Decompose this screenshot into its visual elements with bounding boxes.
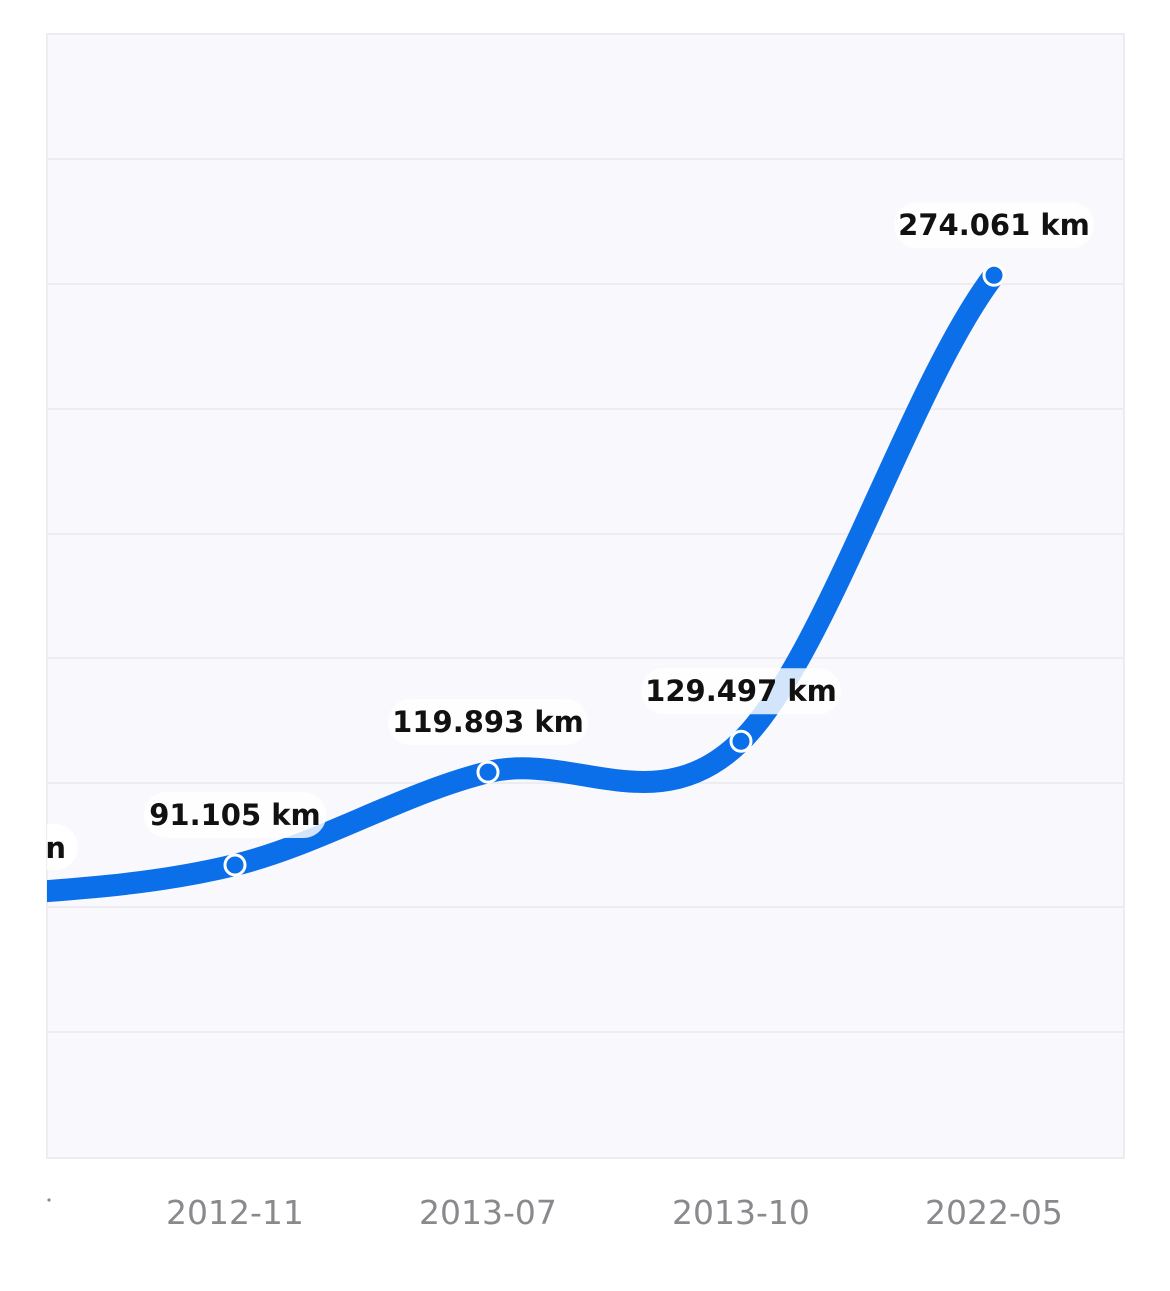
- data-label-background: [641, 668, 841, 715]
- x-tick-label: 2013-07: [419, 1193, 557, 1232]
- data-labels: 91.105 km 119.893 km 129.497 km 274.061 km n: [45, 202, 1094, 870]
- data-label: 274.061 km: [894, 202, 1094, 249]
- data-label-background: [47, 824, 78, 870]
- data-label-background: [388, 699, 588, 746]
- data-label-background: [143, 791, 327, 838]
- data-label-text: 91.105 km: [149, 798, 321, 832]
- data-point-selected[interactable]: [982, 263, 1006, 287]
- x-tick-label: 2012-11: [166, 1193, 304, 1232]
- data-label-text: 129.497 km: [645, 674, 837, 708]
- series-line: [47, 264, 1005, 903]
- data-label: 129.497 km: [641, 668, 841, 715]
- data-label-partial: n: [45, 824, 78, 870]
- data-label: 119.893 km: [388, 699, 588, 746]
- series-layer: [47, 264, 1005, 903]
- x-tick-label-partial: [47, 1198, 51, 1202]
- data-label-text: 119.893 km: [392, 705, 584, 739]
- data-label-background: [894, 202, 1094, 249]
- data-points: [223, 263, 1006, 877]
- data-label-text: 274.061 km: [898, 208, 1090, 242]
- data-label: 91.105 km: [143, 791, 327, 838]
- x-axis-ticks: 2012-11 2013-07 2013-10 2022-05: [47, 1193, 1063, 1232]
- data-point[interactable]: [476, 760, 500, 784]
- data-label-text: n: [45, 831, 66, 865]
- data-point[interactable]: [223, 853, 247, 877]
- x-tick-label: 2022-05: [925, 1193, 1063, 1232]
- data-point[interactable]: [729, 729, 753, 753]
- x-tick-label: 2013-10: [672, 1193, 810, 1232]
